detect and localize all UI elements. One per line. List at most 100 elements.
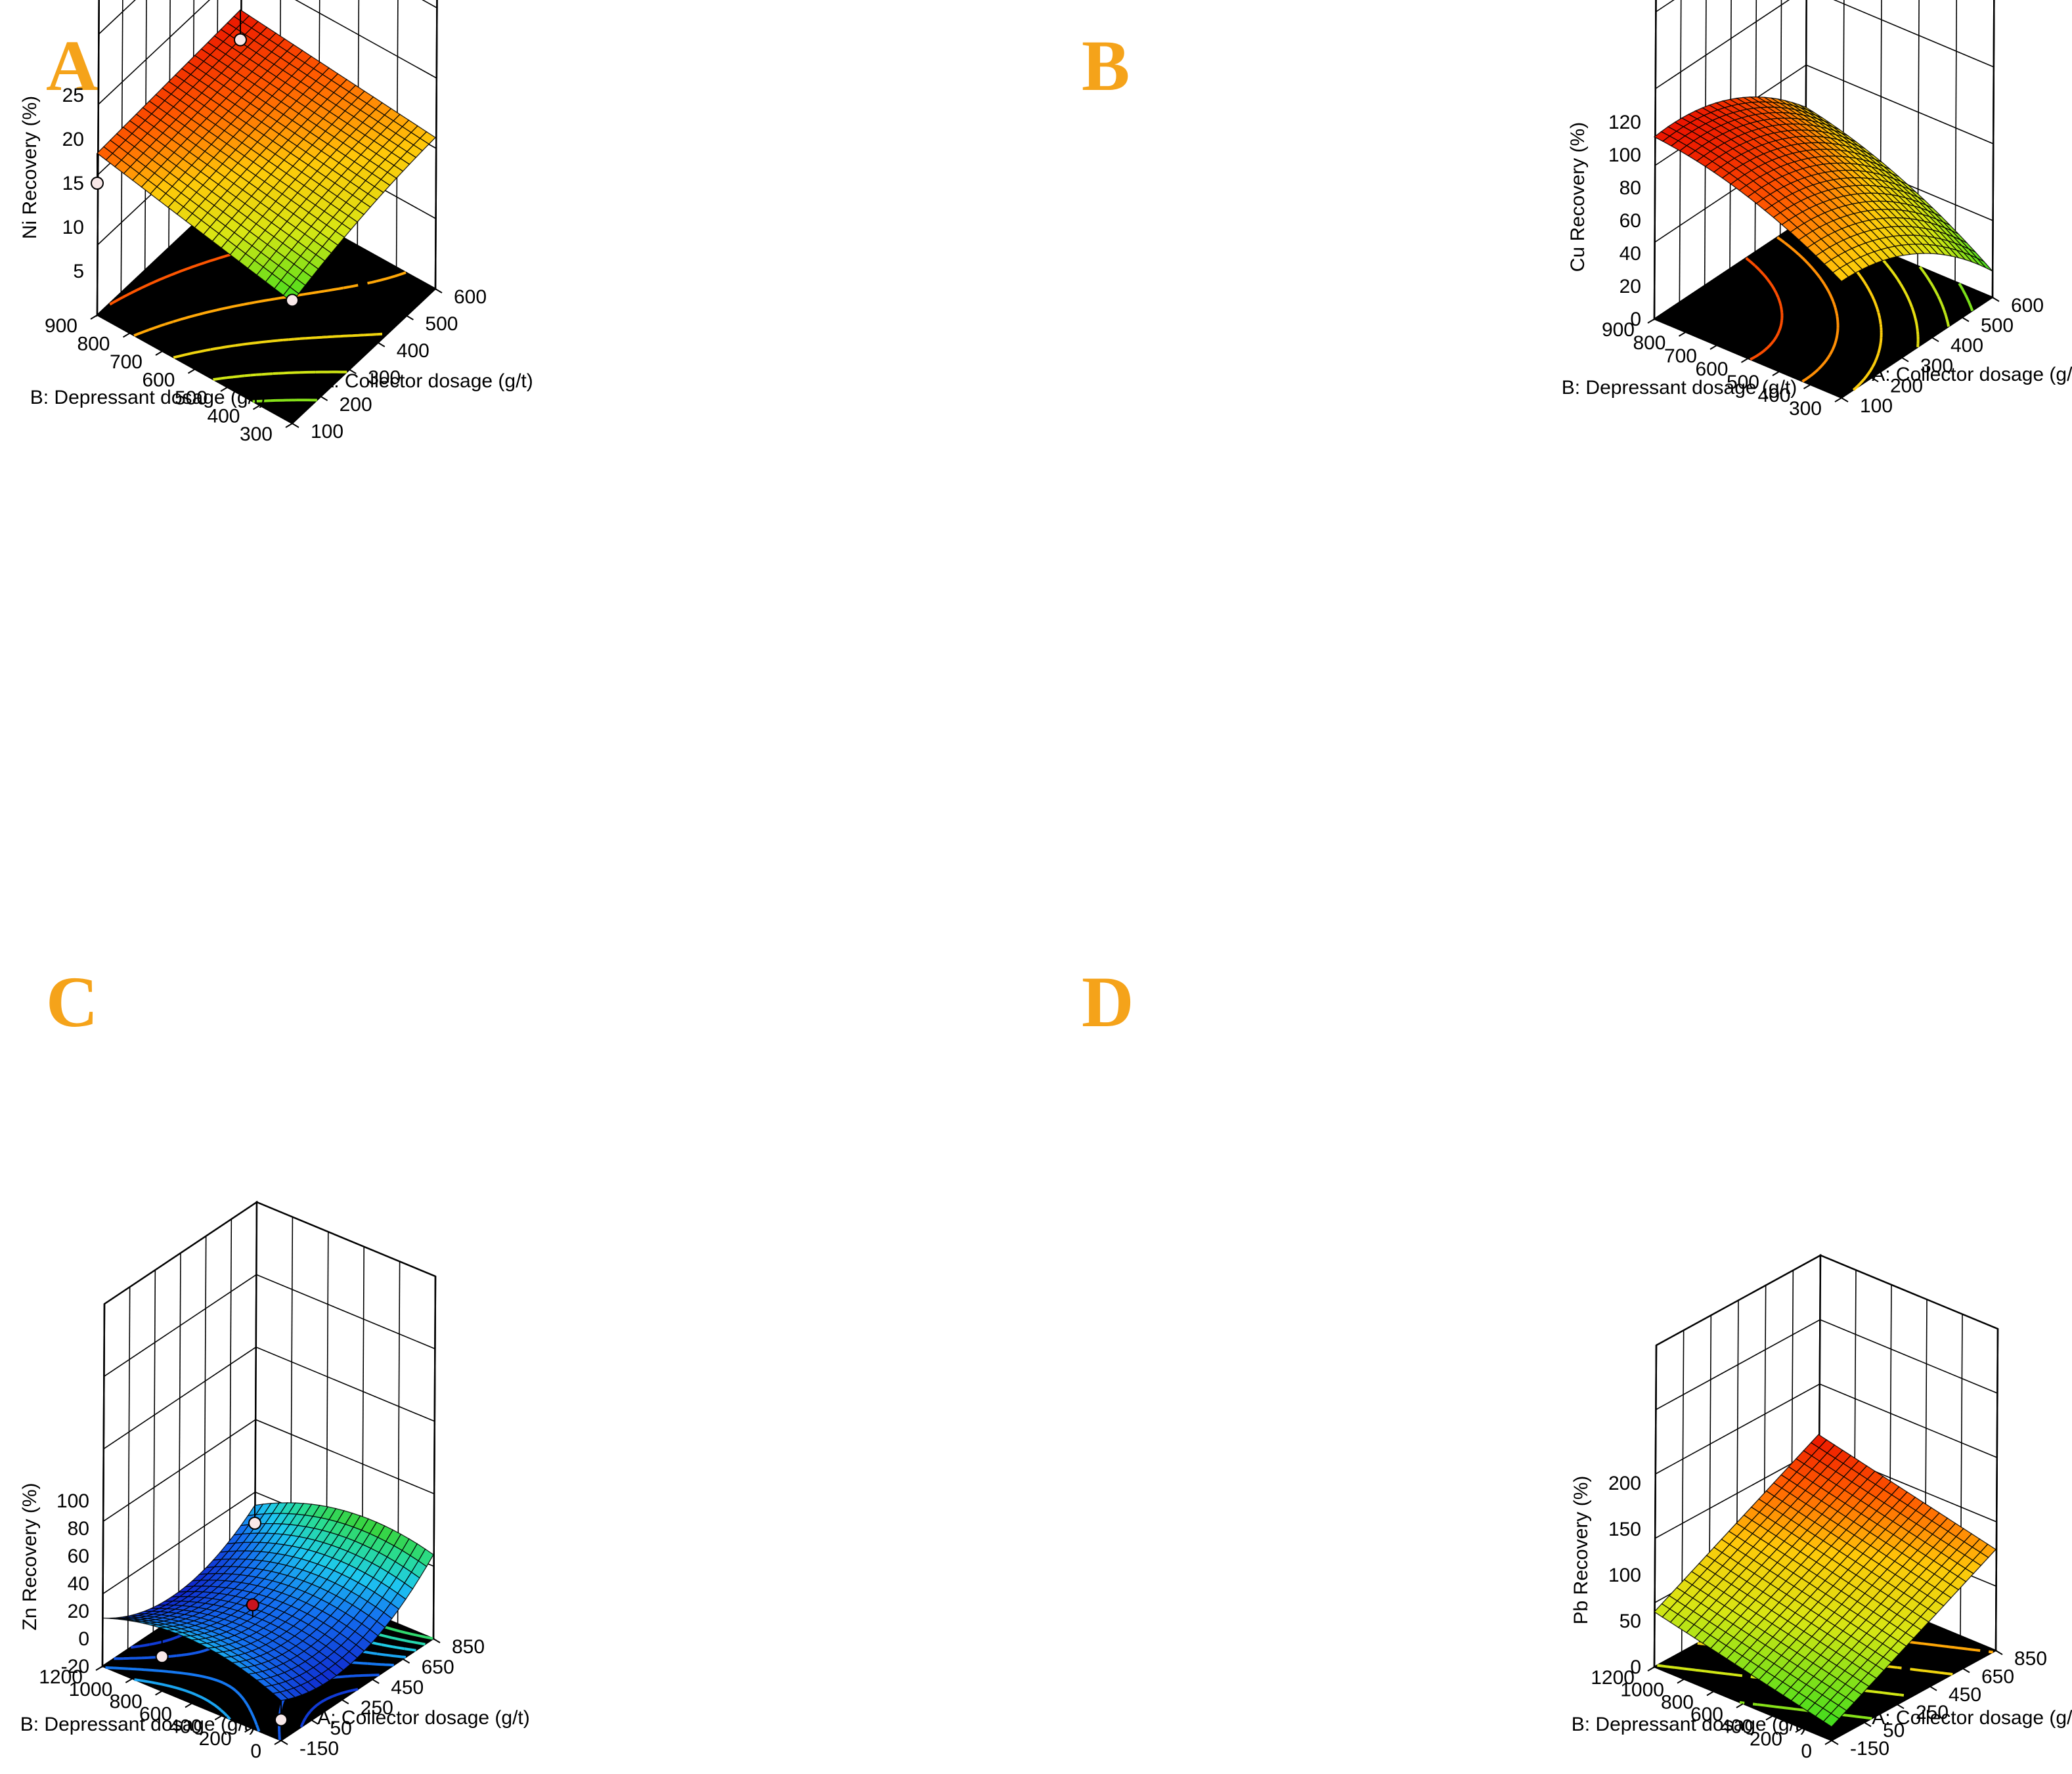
- panel-a: A 100 200 300 400 500 600 300 400 500 600 700 800 90…: [0, 0, 1036, 887]
- x-tick-label: 50: [330, 1718, 351, 1739]
- z-tick-label: 200: [1608, 1473, 1641, 1494]
- y-tick-label: 500: [1727, 372, 1759, 393]
- z-tick-label: 80: [68, 1518, 89, 1540]
- z-tick-label: -20: [61, 1656, 89, 1677]
- x-tick-label: 600: [454, 286, 487, 308]
- z-tick-label: 0: [1630, 309, 1641, 330]
- z-axis-title: Pb Recovery (%): [1570, 1476, 1592, 1625]
- panel-letter-a: A: [46, 26, 99, 106]
- x-tick-label: 100: [311, 421, 343, 443]
- x-axis-title: A: Collector dosage (g/t): [317, 1707, 529, 1729]
- z-tick-label: 120: [1608, 112, 1641, 133]
- x-tick-label: 600: [2011, 295, 2044, 316]
- y-tick-label: 700: [110, 351, 143, 373]
- x-tick-label: 650: [422, 1656, 454, 1678]
- y-tick-label: 400: [169, 1716, 202, 1737]
- x-tick-label: 500: [425, 313, 458, 335]
- surface-plot-a: 1002003004005006003004005006007008009005…: [19, 0, 533, 445]
- design-point-marker: [275, 1713, 288, 1727]
- y-tick-label: 800: [110, 1691, 143, 1713]
- surface-cell: [1832, 267, 1849, 282]
- z-tick-label: 10: [62, 217, 84, 238]
- axis-ticks: -15050250450650850020040060080010001200-…: [39, 1490, 485, 1762]
- x-tick-label: 450: [391, 1677, 424, 1698]
- x-tick-label: 50: [1883, 1720, 1905, 1742]
- x-tick-label: 250: [361, 1697, 393, 1719]
- panel-d: D -150 50 250 450 650 850 0 200 400 600 800 1000 120…: [1036, 887, 2072, 1774]
- x-tick-label: 500: [1981, 315, 2014, 337]
- surface-plot-c: -15050250450650850020040060080010001200-…: [19, 1200, 530, 1762]
- y-tick-label: 1000: [1620, 1679, 1664, 1701]
- x-tick-label: -150: [1850, 1738, 1889, 1760]
- y-tick-label: 0: [1801, 1741, 1812, 1762]
- y-axis-title: B: Depressant dosage (g/t): [1572, 1714, 1807, 1735]
- y-axis-title: B: Depressant dosage (g/t): [1562, 377, 1797, 399]
- design-point-marker: [286, 293, 299, 307]
- z-tick-label: 20: [68, 1601, 89, 1622]
- panel-c: C -150 50 250 450 650 850 0 200 400 600 800 1000 120…: [0, 887, 1036, 1774]
- y-tick-label: 800: [1661, 1691, 1694, 1713]
- panel-letter-c: C: [46, 962, 99, 1042]
- y-tick-label: 400: [1720, 1716, 1753, 1738]
- surface-plot-d: -150502504506508500200400600800100012000…: [1570, 1253, 2072, 1762]
- contour-line: [133, 271, 407, 337]
- y-tick-label: 600: [139, 1704, 172, 1725]
- y-tick-label: 400: [207, 406, 240, 427]
- z-tick-label: 20: [1620, 276, 1641, 297]
- z-tick-label: 100: [1608, 144, 1641, 166]
- axis-titles: A: Collector dosage (g/t) B: Depressant d…: [1570, 1476, 2072, 1735]
- z-tick-label: 150: [1608, 1519, 1641, 1540]
- axis-ticks: 1002003004005006003004005006007008009000…: [1602, 112, 2044, 420]
- x-tick-label: -150: [299, 1738, 339, 1760]
- axis-ticks: -150502504506508500200400600800100012000…: [1591, 1473, 2047, 1762]
- response-surface: [102, 1502, 434, 1701]
- z-tick-label: 50: [1620, 1611, 1641, 1632]
- design-points: [91, 10, 299, 307]
- y-tick-label: 400: [1757, 385, 1790, 406]
- y-tick-label: 0: [250, 1741, 261, 1762]
- z-tick-label: 80: [1620, 177, 1641, 199]
- axis-titles: A: Collector dosage (g/t) B: Depressant d…: [19, 1482, 530, 1735]
- x-tick-label: 200: [1890, 375, 1923, 397]
- z-tick-label: 60: [1620, 210, 1641, 232]
- z-tick-label: 40: [68, 1573, 89, 1595]
- z-tick-label: 100: [56, 1490, 89, 1512]
- x-tick-label: 100: [1860, 395, 1893, 417]
- contour-line: [1918, 266, 1951, 327]
- design-point-marker: [91, 177, 104, 190]
- design-point-marker: [234, 33, 247, 47]
- contour-line: [252, 399, 317, 403]
- x-tick-label: 450: [1949, 1684, 1981, 1706]
- panel-letter-b: B: [1082, 26, 1130, 106]
- y-tick-label: 600: [1695, 358, 1728, 380]
- design-points: [155, 1505, 288, 1727]
- y-axis-title: B: Depressant dosage (g/t): [30, 387, 266, 408]
- x-tick-label: 200: [340, 394, 372, 416]
- x-tick-label: 850: [452, 1636, 485, 1658]
- y-tick-label: 800: [77, 334, 110, 355]
- z-tick-label: 0: [1630, 1656, 1641, 1678]
- axis-titles: A: Collector dosage (g/t) B: Depressant d…: [1562, 122, 2072, 399]
- x-axis-title: A: Collector dosage (g/t): [1872, 1707, 2072, 1729]
- y-tick-label: 200: [199, 1728, 232, 1750]
- design-point-marker: [155, 1650, 169, 1664]
- x-tick-label: 300: [368, 367, 401, 389]
- x-axis-title: A: Collector dosage (g/t): [1872, 364, 2072, 385]
- x-tick-label: 400: [1951, 335, 1983, 357]
- z-axis-title: Zn Recovery (%): [19, 1482, 41, 1630]
- x-tick-label: 250: [1916, 1702, 1949, 1723]
- surface-cell: [272, 1691, 289, 1701]
- x-axis-title: A: Collector dosage (g/t): [320, 370, 533, 392]
- contour-line: [213, 370, 347, 381]
- y-tick-label: 1200: [1591, 1667, 1635, 1689]
- x-tick-label: 850: [2014, 1648, 2047, 1670]
- x-tick-label: 650: [1981, 1666, 2014, 1687]
- z-tick-label: 20: [62, 129, 84, 150]
- contour-line: [1745, 257, 1784, 361]
- x-tick-label: 400: [397, 340, 430, 362]
- y-tick-label: 900: [45, 315, 77, 337]
- response-surface: [97, 9, 437, 303]
- floor-contours: [1745, 220, 1974, 391]
- y-tick-label: 600: [142, 370, 175, 391]
